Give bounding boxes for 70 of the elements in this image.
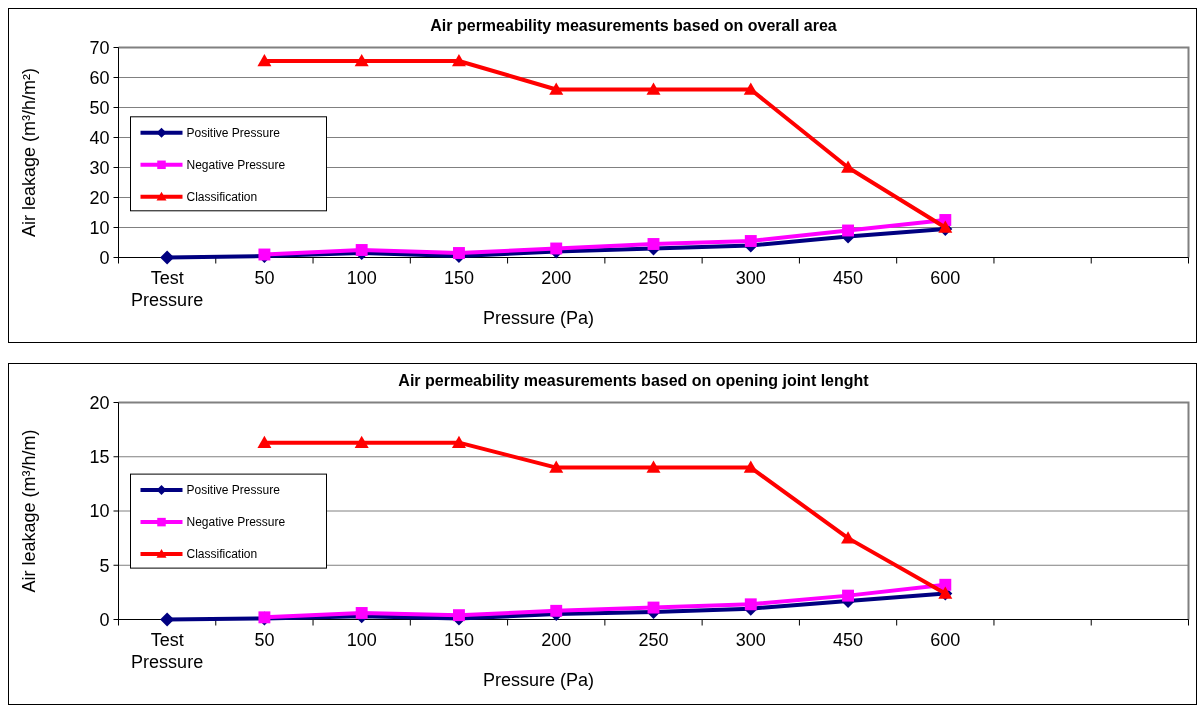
y-tick-label: 10: [89, 501, 110, 522]
point: [451, 54, 466, 67]
point: [549, 460, 564, 473]
legend-label: Negative Pressure: [186, 515, 286, 530]
chart-title: Air permeability measurements based on overall area: [430, 16, 837, 34]
point: [257, 54, 272, 67]
point: [354, 435, 369, 448]
x-tick-label: 50: [254, 267, 275, 288]
x-tick-label: 300: [735, 267, 766, 288]
y-axis-title: Air leakage (m³/h/m): [18, 429, 39, 593]
y-tick-label: 70: [89, 37, 110, 58]
point: [842, 589, 854, 602]
point: [550, 604, 563, 617]
point: [160, 612, 175, 627]
chart-title: Air permeability measurements based on opening joint lenght: [398, 371, 870, 389]
x-tick-label: 50: [254, 629, 275, 650]
point: [355, 607, 368, 619]
point: [453, 609, 465, 622]
point: [744, 598, 757, 611]
y-axis-title: Air leakage (m³/h/m²): [18, 67, 39, 238]
x-axis-title: Pressure (Pa): [482, 307, 595, 328]
y-tick-label: 20: [89, 392, 110, 413]
point: [550, 242, 563, 255]
point: [453, 247, 465, 259]
x-tick-label: 150: [443, 267, 474, 288]
y-tick-label: 50: [89, 97, 110, 118]
point: [354, 54, 369, 67]
point: [743, 82, 758, 95]
point: [355, 244, 368, 256]
x-tick-label: 200: [541, 629, 572, 650]
point: [257, 435, 272, 448]
x-tick-label: 150: [443, 629, 474, 650]
x-tick-label: 300: [735, 629, 766, 650]
legend-label: Negative Pressure: [186, 158, 286, 172]
y-tick-label: 40: [89, 127, 110, 148]
point: [647, 601, 660, 614]
x-tick-label: 250: [638, 267, 669, 288]
y-tick-label: 10: [89, 217, 110, 238]
legend-label: Classification: [186, 547, 258, 562]
point: [841, 531, 856, 544]
legend-label: Positive Pressure: [186, 483, 281, 498]
point: [646, 82, 661, 95]
point: [646, 460, 661, 473]
x-tick-label: 450: [833, 629, 864, 650]
point: [451, 435, 466, 448]
y-tick-label: 0: [99, 609, 110, 630]
legend-label: Classification: [186, 190, 258, 204]
point: [549, 82, 564, 95]
x-tick-label: Test Pressure: [131, 267, 204, 310]
point: [743, 460, 758, 473]
point: [842, 224, 854, 237]
x-tick-label: 100: [346, 629, 377, 650]
x-tick-label: 600: [930, 629, 961, 650]
x-axis-title: Pressure (Pa): [482, 669, 595, 690]
y-tick-label: 0: [99, 247, 110, 268]
x-tick-label: 100: [346, 267, 377, 288]
y-tick-label: 15: [89, 447, 110, 468]
legend-label: Positive Pressure: [186, 126, 281, 140]
y-tick-label: 30: [89, 157, 110, 178]
x-tick-label: Test Pressure: [131, 629, 204, 672]
y-tick-label: 20: [89, 187, 110, 208]
y-tick-label: 60: [89, 67, 110, 88]
x-tick-label: 450: [833, 267, 864, 288]
y-tick-label: 5: [99, 555, 110, 576]
x-tick-label: 250: [638, 629, 669, 650]
x-tick-label: 600: [930, 267, 961, 288]
x-tick-label: 200: [541, 267, 572, 288]
point: [160, 250, 175, 265]
point: [744, 235, 757, 247]
point: [647, 238, 660, 250]
